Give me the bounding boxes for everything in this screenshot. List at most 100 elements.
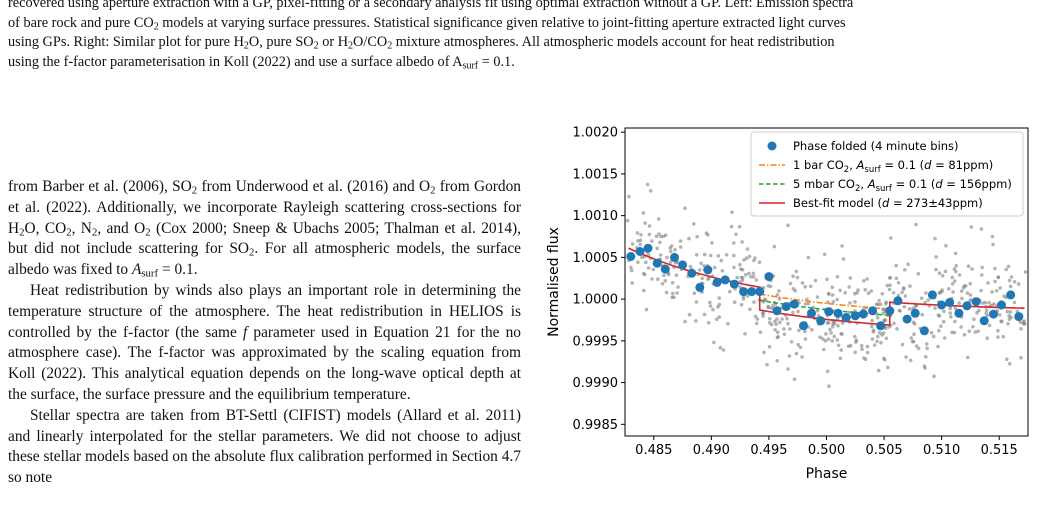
raw-point: [880, 292, 885, 296]
raw-point: [766, 304, 770, 309]
raw-point: [885, 283, 890, 288]
raw-point: [966, 355, 970, 360]
raw-point: [828, 327, 832, 332]
raw-point: [741, 276, 745, 280]
raw-point: [953, 251, 958, 256]
raw-point: [795, 275, 800, 280]
legend-label-binned: Phase folded (4 minute bins): [793, 139, 959, 153]
raw-point: [786, 321, 790, 326]
binned-point: [695, 282, 705, 292]
binned-point: [799, 321, 808, 331]
raw-point: [704, 231, 709, 235]
raw-point: [737, 224, 742, 229]
raw-point: [835, 297, 839, 302]
raw-point: [740, 240, 744, 244]
raw-point: [642, 288, 646, 293]
raw-point: [778, 320, 782, 325]
binned-point: [919, 326, 929, 336]
raw-point: [743, 332, 747, 336]
x-tick-label: 0.510: [923, 443, 960, 458]
raw-point: [694, 253, 699, 257]
raw-point: [646, 266, 651, 270]
raw-point: [761, 314, 765, 318]
raw-point: [997, 312, 1002, 317]
raw-point: [853, 291, 857, 296]
raw-point: [803, 302, 808, 306]
raw-point: [876, 302, 880, 307]
binned-point: [1006, 290, 1016, 300]
raw-point: [1000, 319, 1004, 324]
raw-point: [747, 254, 752, 259]
raw-point: [658, 253, 663, 257]
raw-point: [830, 285, 835, 290]
raw-point: [650, 277, 654, 281]
raw-point: [913, 304, 918, 308]
binned-point: [670, 252, 679, 262]
raw-point: [806, 255, 811, 260]
raw-point: [838, 288, 842, 293]
raw-point: [775, 317, 779, 321]
binned-point: [937, 300, 947, 310]
raw-point: [803, 285, 807, 289]
raw-point: [638, 242, 642, 247]
raw-point: [661, 234, 666, 239]
raw-point: [796, 309, 800, 314]
raw-point: [744, 272, 748, 277]
raw-point: [990, 234, 995, 239]
raw-point: [880, 333, 884, 337]
binned-point: [893, 296, 903, 306]
raw-point: [712, 340, 716, 345]
raw-point: [777, 289, 781, 293]
raw-point: [714, 317, 719, 322]
binned-point: [643, 243, 653, 253]
y-tick-label: 0.9990: [573, 376, 619, 391]
raw-point: [911, 320, 916, 325]
raw-point: [979, 227, 984, 231]
raw-point: [666, 272, 671, 277]
raw-point: [998, 286, 1002, 290]
raw-point: [908, 284, 912, 288]
raw-point: [875, 339, 879, 344]
raw-point: [965, 291, 970, 295]
binned-point: [816, 316, 826, 326]
raw-point: [788, 327, 792, 331]
caption-line-3: using GPs. Right: Similar plot for pure …: [8, 34, 835, 52]
binned-point: [954, 308, 964, 318]
raw-point: [826, 320, 831, 325]
raw-point: [775, 293, 780, 297]
raw-point: [669, 249, 673, 254]
raw-point: [886, 365, 890, 370]
binned-point: [729, 279, 739, 289]
raw-point: [906, 262, 910, 267]
raw-point: [943, 269, 948, 274]
raw-point: [853, 350, 857, 355]
raw-point: [900, 290, 904, 295]
raw-point: [740, 268, 745, 272]
raw-point: [900, 342, 905, 347]
raw-point: [654, 234, 659, 239]
raw-point: [716, 254, 721, 258]
caption-line-1: recovered using aperture extraction with…: [8, 0, 854, 11]
raw-point: [887, 287, 892, 292]
raw-point: [846, 344, 851, 349]
raw-point: [943, 336, 947, 340]
raw-point: [853, 300, 857, 304]
raw-point: [870, 318, 874, 323]
binned-point: [720, 275, 730, 285]
raw-point: [711, 307, 715, 312]
x-axis-label: Phase: [806, 466, 848, 482]
x-tick-label: 0.515: [981, 443, 1018, 458]
raw-point: [780, 317, 784, 321]
raw-point: [645, 182, 650, 187]
raw-point: [1002, 294, 1006, 298]
raw-point: [831, 300, 836, 304]
raw-point: [732, 300, 737, 304]
raw-point: [794, 351, 799, 356]
raw-point: [752, 300, 756, 304]
raw-point: [747, 271, 751, 276]
raw-point: [712, 265, 717, 270]
raw-point: [719, 258, 724, 263]
raw-point: [986, 281, 990, 285]
raw-point: [894, 276, 899, 280]
raw-point: [1019, 327, 1023, 331]
